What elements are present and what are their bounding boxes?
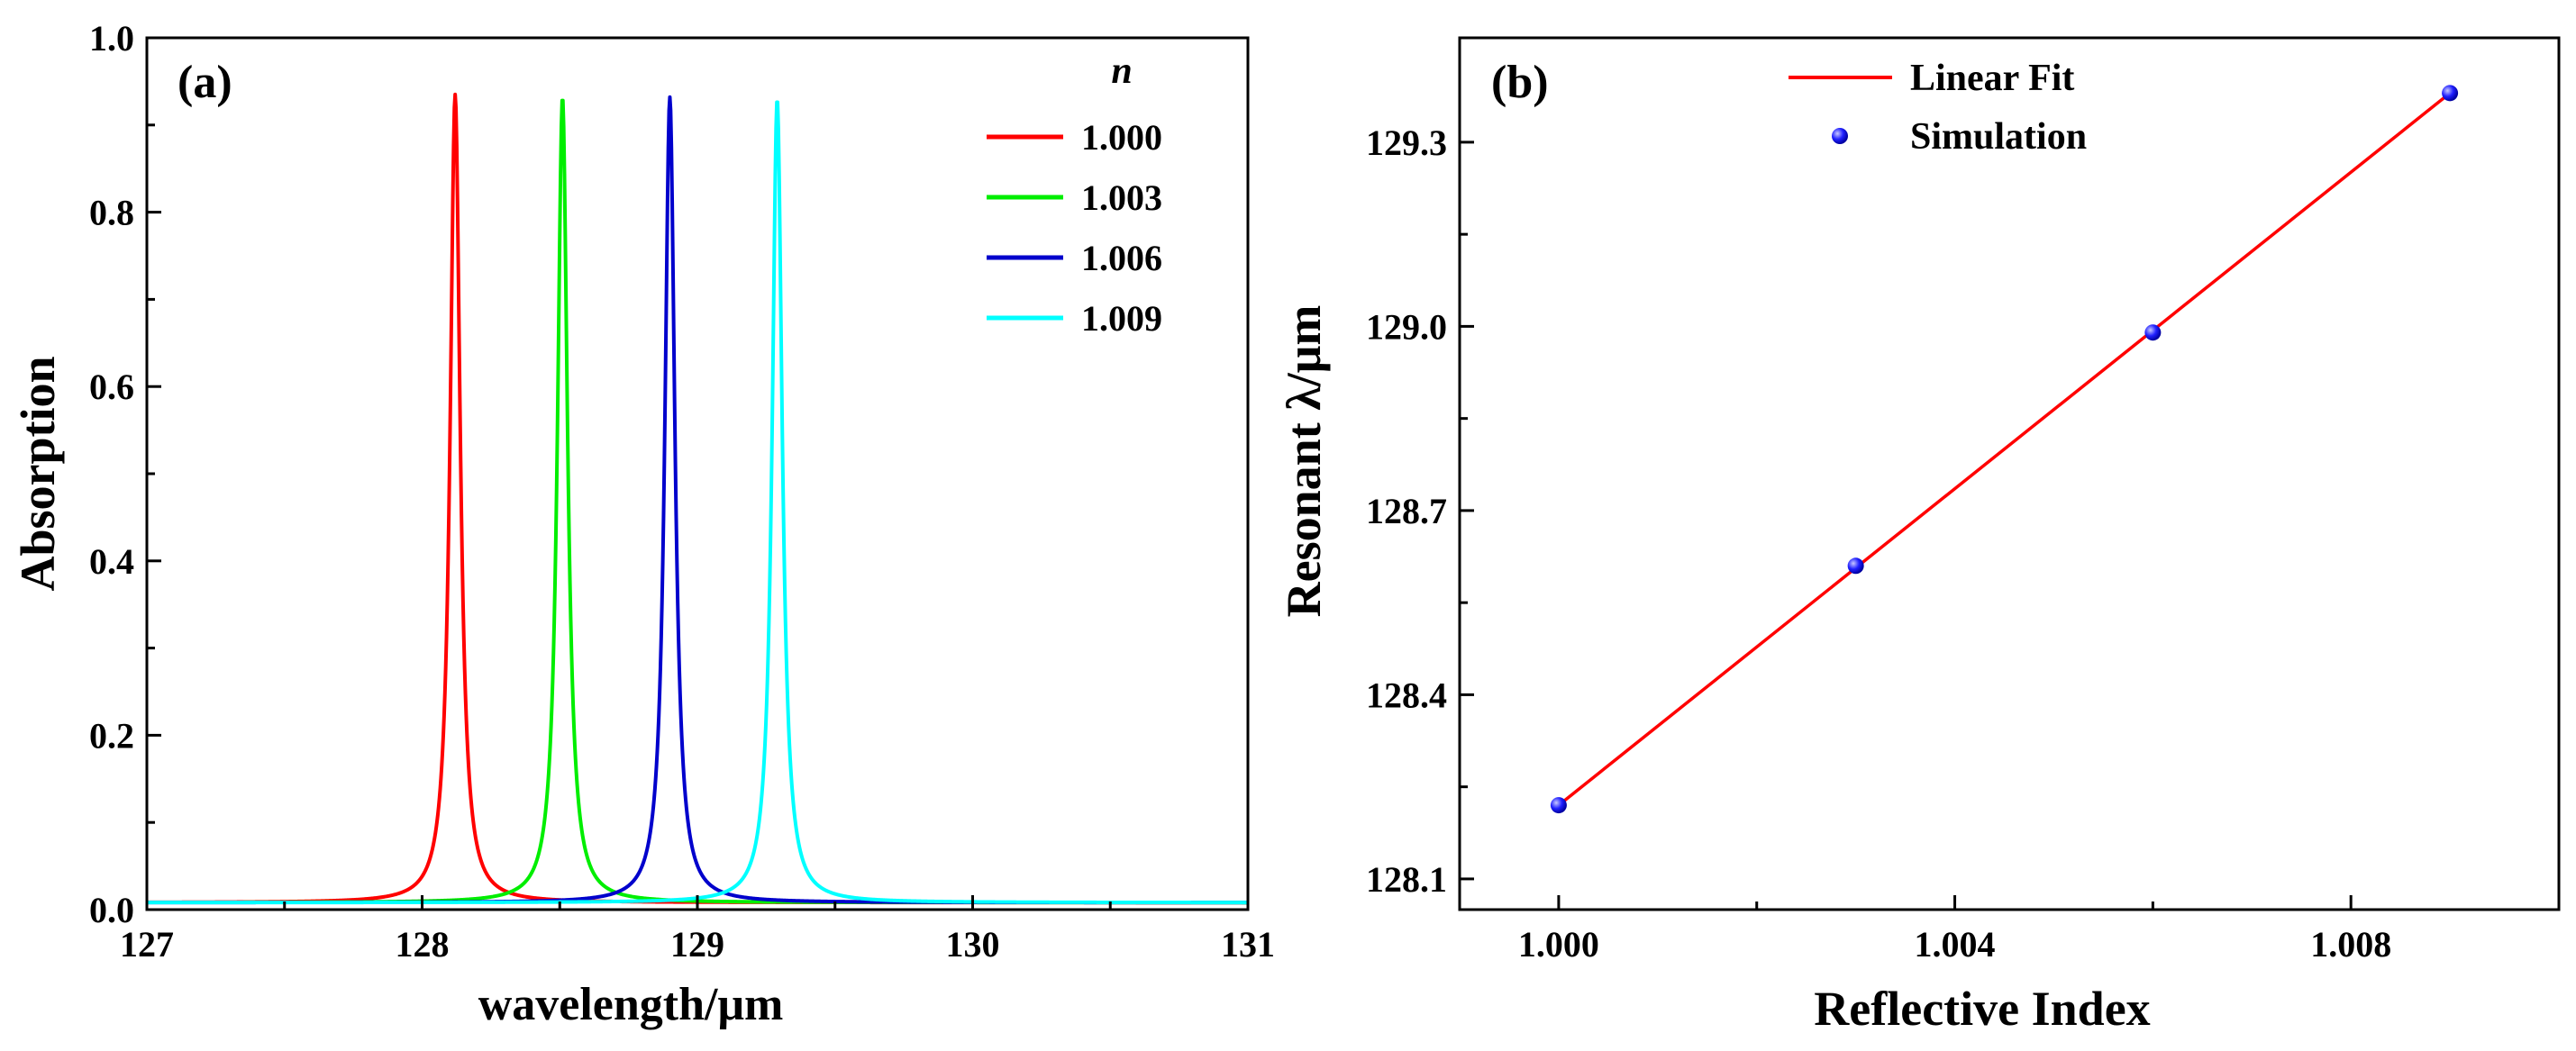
legend-marker-simulation [1832,128,1848,144]
panel-a-y-tick-label: 0.2 [89,715,134,756]
panel-a-y-axis-label: Absorption [11,356,65,591]
panel-a-x-tick-label: 131 [1221,924,1275,965]
legend-label-linear-fit: Linear Fit [1910,58,2074,99]
panel-a-x-tick-label: 128 [396,924,450,965]
series-line-n-1-003 [145,98,1250,905]
panel-a-x-tick-label: 129 [670,924,724,965]
legend-label-simulation: Simulation [1910,116,2087,158]
legend-label-n-1-000: 1.000 [1081,117,1162,158]
panel-b-y-tick-label: 129.3 [1366,122,1447,163]
panel-b-legend: Linear Fit Simulation [1789,58,2087,158]
panel-a-y-tick-label: 0.0 [89,890,134,930]
legend-label-n-1-006: 1.006 [1081,238,1162,278]
panel-a-x-tick-label: 130 [946,924,1000,965]
panel-b-plot-frame [1458,36,2561,911]
panel-b-y-tick-label: 128.1 [1366,859,1447,900]
panel-b-series [1550,85,2459,814]
simulation-point [1847,557,1864,575]
panel-a-plot-frame [145,36,1250,911]
panel-a-y-tick-label: 0.4 [89,541,134,582]
panel-b-y-tick-label: 129.0 [1366,306,1447,347]
panel-a-y-tick-label: 0.8 [89,193,134,233]
panel-b-x-axis-label: Reflective Index [1814,982,2150,1036]
simulation-point [1550,797,1567,814]
panel-a-label: (a) [177,57,232,108]
panel-a-x-axis-label: wavelength/μm [478,979,784,1030]
legend-label-n-1-003: 1.003 [1081,177,1162,218]
simulation-point [2442,85,2459,102]
panel-a: 127 128 129 130 131 0.0 0.2 0.4 0.6 0.8 1.0 (a) wa… [11,18,1275,1030]
panel-a-legend: n 1.000 1.003 1.006 1.009 [987,50,1162,339]
simulation-point [2144,324,2162,341]
panel-b-label: (b) [1491,57,1549,108]
series-line-n-1-009 [145,100,1250,905]
panel-b: 1.000 1.004 1.008 128.1 128.4 128.7 129.0 129.3… [1277,36,2561,1036]
panel-a-y-tick-label: 1.0 [89,18,134,59]
panel-a-y-tick-label: 0.6 [89,367,134,407]
legend-label-n-1-009: 1.009 [1081,298,1162,339]
panel-b-x-tick-label: 1.004 [1915,924,1996,965]
panel-b-x-tick-label: 1.008 [2310,924,2391,965]
panel-b-y-tick-label: 128.4 [1366,675,1447,715]
panel-b-y-tick-label: 128.7 [1366,491,1447,531]
linear-fit-line [1557,91,2452,807]
panel-a-x-tick-label: 127 [120,924,174,965]
panel-b-y-axis-label: Resonant λ/μm [1277,305,1331,618]
panel-b-x-tick-label: 1.000 [1518,924,1599,965]
legend-title-n: n [1111,50,1132,92]
